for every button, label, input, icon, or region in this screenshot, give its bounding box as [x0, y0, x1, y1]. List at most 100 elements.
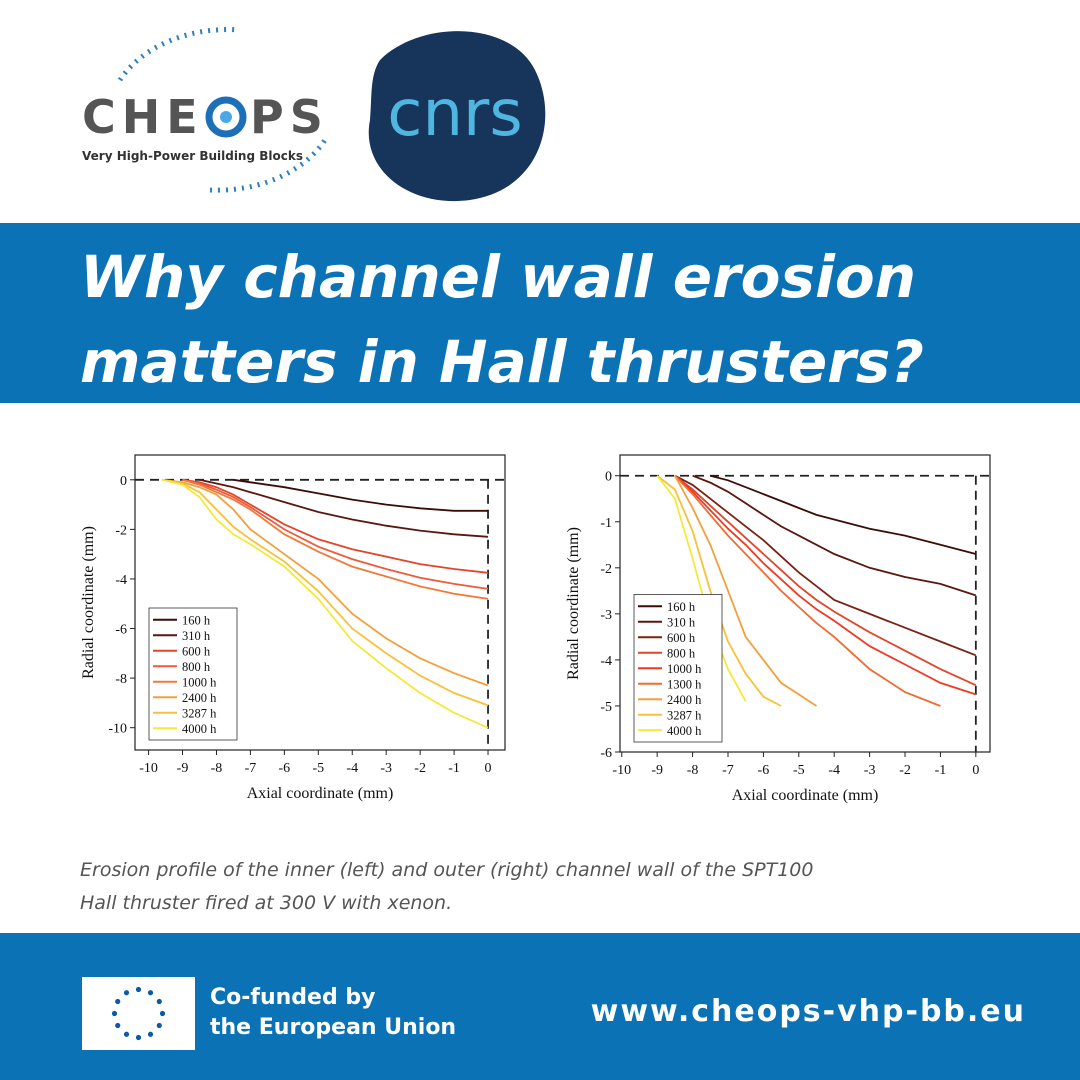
- y-tick-label: -4: [115, 573, 127, 588]
- y-axis-label: Radial coordinate (mm): [565, 527, 582, 680]
- y-tick-label: -6: [115, 623, 127, 638]
- x-tick-label: -2: [414, 761, 426, 776]
- series-line: [233, 478, 488, 512]
- charts: -10 -9 -8 -7 -6 -5 -4 -3 -2 -1 00-2-4-6-8-10Axial …: [80, 454, 991, 804]
- eu-star: [111, 1010, 118, 1017]
- logo-word: PS: [250, 90, 329, 144]
- legend-label: 160 h: [182, 613, 211, 627]
- y-tick-label: -4: [600, 654, 612, 669]
- series-line: [182, 478, 489, 600]
- x-tick-label: -1: [935, 763, 947, 778]
- series-line: [674, 474, 977, 687]
- eu-stars: [111, 986, 166, 1041]
- x-tick-label: -3: [380, 761, 392, 776]
- title-line: matters in Hall thrusters?: [80, 328, 924, 396]
- legend-label: 2400 h: [182, 691, 217, 705]
- legend-label: 3287 h: [667, 708, 702, 722]
- series-line: [656, 475, 747, 702]
- legend-label: 4000 h: [667, 724, 702, 738]
- website-url[interactable]: www.cheops-vhp-bb.eu: [591, 994, 1026, 1029]
- logo-dots: [209, 138, 328, 193]
- x-tick-label: -2: [899, 763, 911, 778]
- eu-star: [123, 990, 130, 996]
- series-line: [199, 478, 489, 538]
- series-line: [161, 478, 489, 729]
- legend-label: 800 h: [667, 646, 696, 660]
- legend-label: 1000 h: [182, 675, 217, 689]
- cnrs-word: cnrs: [387, 77, 522, 151]
- x-tick-label: -7: [722, 763, 734, 778]
- series-line: [162, 478, 489, 687]
- x-tick-label: -4: [828, 763, 840, 778]
- legend-label: 4000 h: [182, 722, 217, 736]
- x-tick-label: -9: [177, 761, 189, 776]
- caption-line: Hall thruster fired at 300 V with xenon.: [80, 892, 452, 914]
- legend-label: 600 h: [667, 631, 696, 645]
- legend-label: 2400 h: [667, 693, 702, 707]
- series-line: [674, 475, 941, 707]
- eu-star: [123, 1031, 130, 1037]
- eu-star: [147, 990, 154, 996]
- title-banner: [0, 223, 1080, 403]
- x-tick-label: -6: [758, 763, 770, 778]
- funding-line: Co-funded by: [210, 985, 375, 1010]
- logo-tagline: Very High-Power Building Blocks: [82, 149, 303, 163]
- eu-star: [135, 986, 142, 993]
- x-tick-label: 0: [972, 763, 979, 778]
- x-tick-label: -5: [312, 761, 324, 776]
- x-tick-label: -5: [793, 763, 805, 778]
- cnrs-logo: cnrs: [368, 31, 546, 202]
- eu-star: [147, 1031, 154, 1037]
- y-tick-label: -8: [115, 672, 127, 687]
- title-line: Why channel wall erosion: [80, 243, 916, 311]
- x-axis-label: Axial coordinate (mm): [732, 787, 879, 804]
- caption-line: Erosion profile of the inner (left) and …: [80, 859, 813, 881]
- legend-label: 310 h: [667, 615, 696, 629]
- cnrs-blob: [368, 31, 546, 202]
- y-tick-label: -5: [600, 700, 612, 715]
- plot-frame: [134, 454, 506, 751]
- x-axis-label: Axial coordinate (mm): [247, 785, 394, 802]
- legend-box: [148, 607, 238, 741]
- x-tick-label: -6: [279, 761, 291, 776]
- legend-label: 600 h: [182, 644, 211, 658]
- y-tick-label: -3: [600, 608, 612, 623]
- x-tick-label: -8: [687, 763, 699, 778]
- x-tick-label: -9: [651, 763, 663, 778]
- series-line: [692, 474, 977, 597]
- legend-label: 3287 h: [182, 706, 217, 720]
- funding-line: the European Union: [210, 1015, 456, 1040]
- legend-label: 1000 h: [667, 662, 702, 676]
- series-line: [182, 478, 489, 574]
- logo-o-core: [220, 111, 232, 123]
- y-tick-label: -2: [600, 562, 612, 577]
- series-line: [674, 474, 977, 657]
- y-tick-label: 0: [605, 470, 612, 485]
- x-tick-label: -10: [612, 763, 631, 778]
- series-line: [710, 474, 977, 555]
- y-tick-label: -6: [600, 746, 612, 761]
- x-tick-label: -4: [346, 761, 358, 776]
- eu-star: [135, 1034, 142, 1041]
- y-tick-label: -1: [600, 516, 612, 531]
- series-line: [162, 478, 489, 707]
- eu-star: [115, 1022, 121, 1029]
- series-line: [674, 475, 977, 696]
- eu-star: [156, 998, 162, 1005]
- x-tick-label: -8: [211, 761, 223, 776]
- legend-label: 800 h: [182, 660, 211, 674]
- legend-label: 160 h: [667, 600, 696, 614]
- logo-word: CHE: [82, 90, 204, 144]
- x-tick-label: -3: [864, 763, 876, 778]
- legend-label: 1300 h: [667, 677, 702, 691]
- logo-dots: [117, 27, 241, 82]
- eu-star: [156, 1022, 162, 1029]
- x-tick-label: -7: [245, 761, 257, 776]
- y-tick-label: 0: [120, 474, 127, 489]
- eu-star: [115, 998, 121, 1005]
- plot-frame: [619, 454, 991, 753]
- y-tick-label: -10: [108, 722, 127, 737]
- x-tick-label: -1: [448, 761, 460, 776]
